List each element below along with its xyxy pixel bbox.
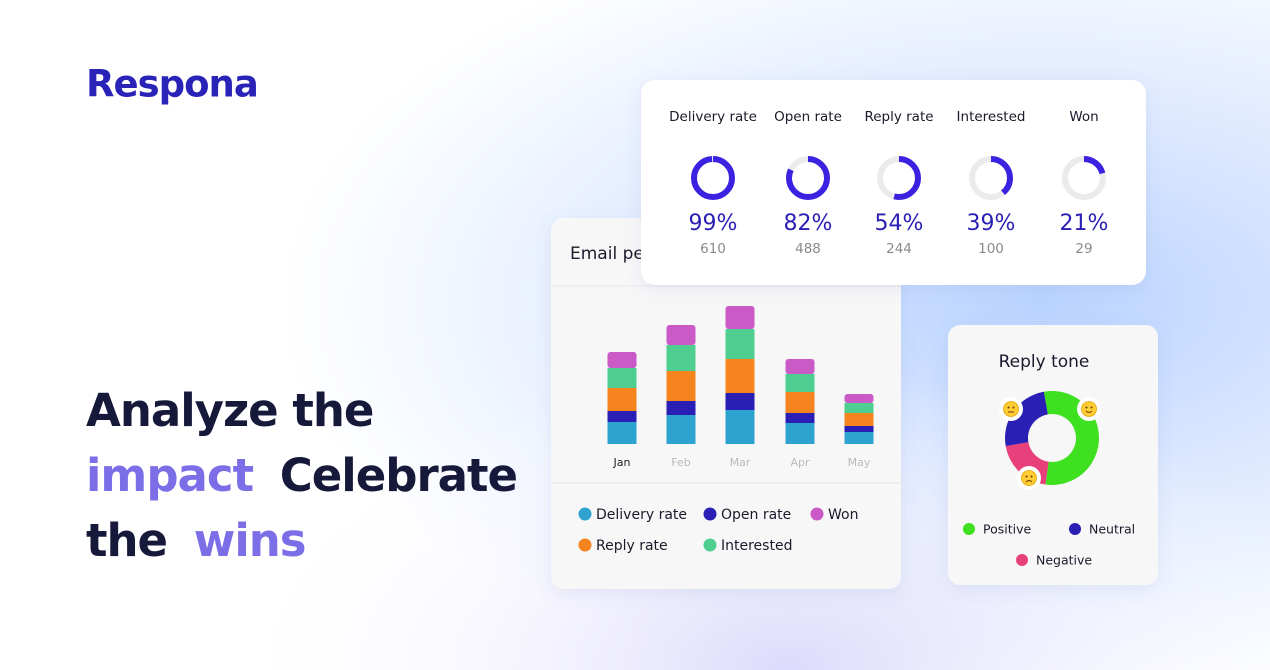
reply-tone-card: Reply tone Positive Neutral Negative: [948, 325, 1158, 585]
bar-segment: [607, 368, 637, 388]
headline-highlight: impact: [86, 449, 254, 502]
x-tick-label: May: [848, 456, 871, 469]
bar-segment: [844, 403, 874, 413]
rate-count: 244: [886, 241, 912, 257]
card: [641, 80, 1146, 285]
ring-arc: [691, 156, 735, 200]
rate-count: 100: [978, 241, 1004, 257]
bar-segment: [844, 394, 874, 403]
headline: Analyze the impact Celebrate the wins: [86, 384, 532, 567]
rates-card: Delivery rate 99% 610 Open rate 82% 488 Reply …: [641, 80, 1146, 285]
bar-segment: [844, 432, 874, 444]
bar-segment: [666, 371, 696, 401]
legend-swatch: [810, 507, 824, 521]
bar-segment: [607, 422, 637, 444]
bar-segment: [666, 401, 696, 415]
legend-swatch: [703, 538, 717, 552]
emoji-mouth: [1025, 480, 1033, 483]
rate-value: 99%: [689, 211, 738, 236]
headline-line: Analyze the: [86, 384, 373, 437]
rate-count: 488: [795, 241, 821, 257]
legend-label: Negative: [1036, 553, 1092, 568]
emoji-icons: [999, 397, 1101, 490]
bar-segment: [844, 413, 874, 426]
legend-swatch: [578, 538, 592, 552]
legend-swatch: [1069, 523, 1081, 535]
bar-segment: [607, 411, 637, 422]
bar-segment: [725, 359, 755, 393]
bar-segment: [785, 374, 815, 392]
rate-value: 21%: [1060, 211, 1109, 236]
bar-segment: [607, 352, 637, 368]
emoji-eye: [1025, 475, 1028, 478]
bar-segment: [607, 388, 637, 411]
rate-label: Delivery rate: [669, 109, 757, 125]
legend-label: Neutral: [1089, 522, 1135, 537]
headline-line: the: [86, 514, 167, 567]
emoji-eye: [1085, 406, 1088, 409]
emoji-eye: [1007, 406, 1010, 409]
ring-arc: [1062, 156, 1106, 200]
legend-label: Interested: [721, 538, 792, 554]
ring-arc: [877, 156, 921, 200]
bar-segment: [785, 359, 815, 374]
bar-segment: [785, 392, 815, 413]
headline-line: Celebrate: [280, 449, 517, 502]
legend-swatch: [578, 507, 592, 521]
bar-segment: [725, 329, 755, 359]
emoji-face: [1081, 401, 1097, 417]
emoji-eye: [1090, 406, 1093, 409]
legend-label: Reply rate: [596, 538, 668, 554]
legend-label: Delivery rate: [596, 507, 687, 523]
legend-swatch: [963, 523, 975, 535]
ring-arc: [969, 156, 1013, 200]
bar-segment: [666, 325, 696, 345]
bar-segment: [725, 393, 755, 410]
rate-count: 610: [700, 241, 726, 257]
emoji-mouth: [1085, 410, 1093, 413]
bar-segment: [725, 306, 755, 329]
rate-value: 82%: [784, 211, 833, 236]
bar-segment: [666, 415, 696, 444]
emoji-face: [1021, 470, 1037, 486]
legend-label: Open rate: [721, 507, 791, 523]
donut-segment: [1004, 391, 1048, 447]
rate-label: Interested: [957, 109, 1026, 125]
rate-value: 39%: [967, 211, 1016, 236]
legend-swatch: [703, 507, 717, 521]
headline-highlight: wins: [194, 514, 306, 567]
bar-segment: [844, 426, 874, 432]
rate-label: Open rate: [774, 109, 842, 125]
emoji-eye: [1012, 406, 1015, 409]
emoji-face: [1003, 401, 1019, 417]
logo: Respona: [86, 63, 258, 106]
bar-segment: [666, 345, 696, 371]
legend-swatch: [1016, 554, 1028, 566]
bar-segment: [785, 413, 815, 423]
legend-label: Won: [828, 507, 858, 523]
rate-label: Reply rate: [864, 109, 933, 125]
legend-label: Positive: [983, 522, 1031, 537]
rate-value: 54%: [875, 211, 924, 236]
x-tick-label: Jan: [613, 456, 631, 469]
card: [948, 325, 1158, 585]
x-tick-label: Feb: [671, 456, 690, 469]
x-tick-label: Apr: [790, 456, 810, 469]
bar-segment: [785, 423, 815, 444]
card-title: Reply tone: [999, 352, 1090, 372]
emoji-eye: [1030, 475, 1033, 478]
bar-segment: [725, 410, 755, 444]
rate-count: 29: [1075, 241, 1092, 257]
x-tick-label: Mar: [730, 456, 751, 469]
rate-label: Won: [1069, 109, 1098, 125]
ring-arc: [786, 156, 830, 200]
